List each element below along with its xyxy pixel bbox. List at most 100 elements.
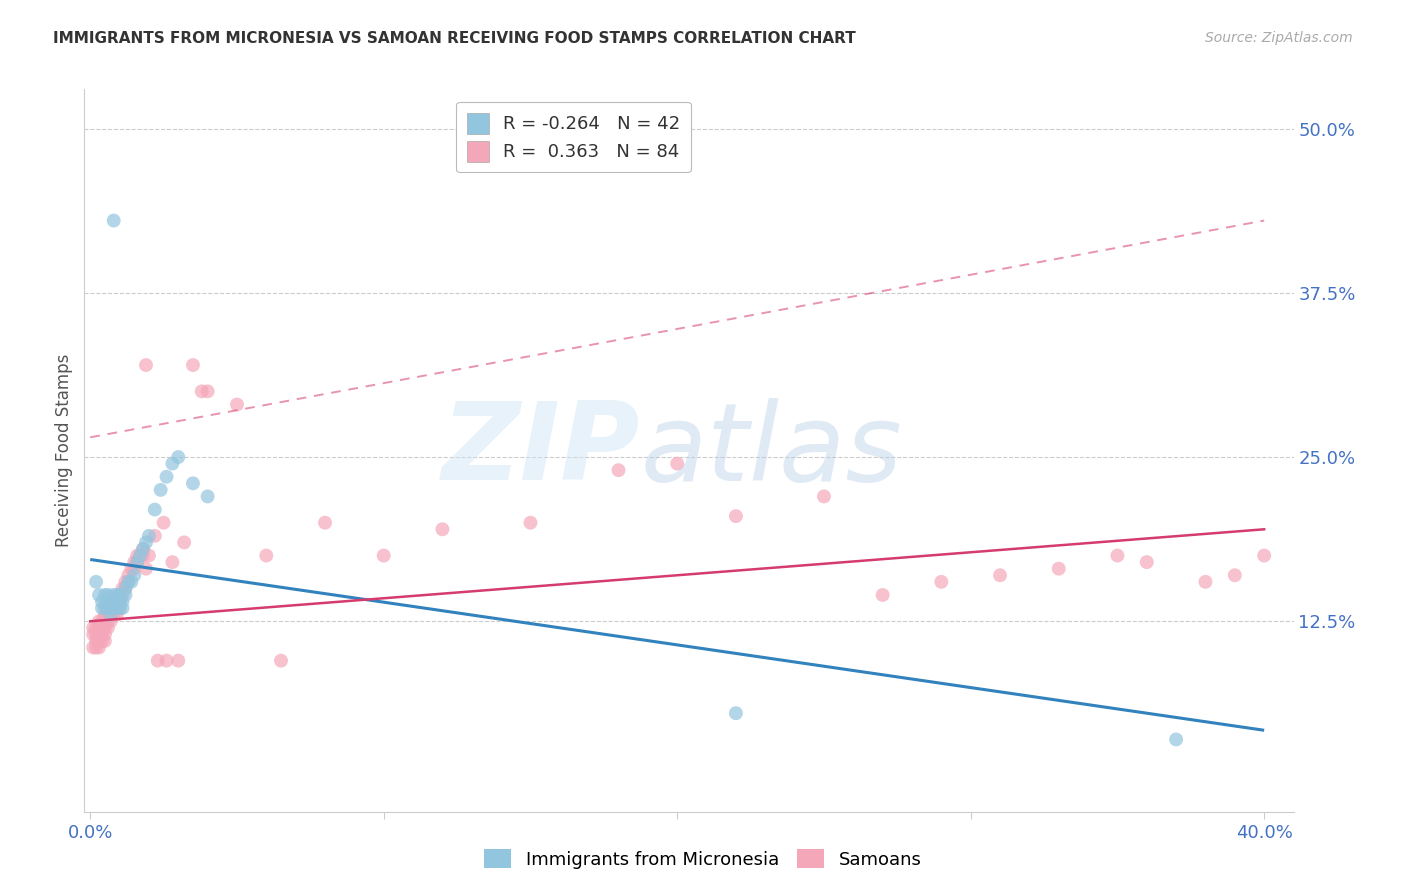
Point — [97, 621, 120, 635]
Point — [97, 588, 120, 602]
Point — [724, 706, 747, 721]
Point — [519, 516, 541, 530]
Point — [103, 594, 125, 608]
Point — [122, 568, 145, 582]
Point — [103, 601, 125, 615]
Text: IMMIGRANTS FROM MICRONESIA VS SAMOAN RECEIVING FOOD STAMPS CORRELATION CHART: IMMIGRANTS FROM MICRONESIA VS SAMOAN REC… — [53, 31, 856, 46]
Point — [117, 568, 139, 582]
Point — [138, 549, 160, 563]
Point — [108, 601, 131, 615]
Point — [122, 562, 145, 576]
Point — [105, 607, 128, 622]
Point — [82, 627, 104, 641]
Point — [432, 522, 454, 536]
Legend: R = -0.264   N = 42, R =  0.363   N = 84: R = -0.264 N = 42, R = 0.363 N = 84 — [456, 102, 690, 172]
Point — [103, 588, 125, 602]
Point — [103, 607, 125, 622]
Point — [149, 483, 172, 497]
Point — [100, 601, 122, 615]
Point — [91, 594, 114, 608]
Point — [167, 450, 190, 464]
Point — [1223, 568, 1246, 582]
Point — [117, 574, 139, 589]
Point — [120, 574, 142, 589]
Text: Source: ZipAtlas.com: Source: ZipAtlas.com — [1205, 31, 1353, 45]
Point — [155, 654, 177, 668]
Text: atlas: atlas — [641, 398, 903, 503]
Point — [108, 594, 131, 608]
Point — [97, 594, 120, 608]
Point — [100, 601, 122, 615]
Point — [1166, 732, 1188, 747]
Point — [607, 463, 630, 477]
Point — [132, 549, 155, 563]
Point — [82, 621, 104, 635]
Point — [120, 562, 142, 576]
Point — [84, 574, 107, 589]
Point — [314, 516, 336, 530]
Point — [162, 555, 184, 569]
Point — [87, 640, 110, 655]
Point — [94, 634, 117, 648]
Point — [105, 601, 128, 615]
Point — [114, 582, 136, 596]
Point — [84, 621, 107, 635]
Point — [1253, 549, 1275, 563]
Point — [138, 529, 160, 543]
Point — [97, 601, 120, 615]
Point — [103, 594, 125, 608]
Point — [135, 535, 157, 549]
Point — [114, 588, 136, 602]
Point — [100, 614, 122, 628]
Point — [91, 601, 114, 615]
Point — [143, 502, 166, 516]
Point — [84, 627, 107, 641]
Point — [103, 213, 125, 227]
Point — [105, 588, 128, 602]
Point — [988, 568, 1011, 582]
Point — [143, 529, 166, 543]
Point — [111, 601, 134, 615]
Point — [132, 541, 155, 556]
Point — [87, 621, 110, 635]
Point — [97, 614, 120, 628]
Point — [129, 549, 152, 563]
Text: ZIP: ZIP — [443, 398, 641, 503]
Point — [87, 588, 110, 602]
Point — [724, 509, 747, 524]
Point — [181, 358, 204, 372]
Point — [94, 614, 117, 628]
Point — [127, 555, 149, 569]
Point — [91, 614, 114, 628]
Point — [100, 607, 122, 622]
Point — [87, 634, 110, 648]
Point — [197, 384, 219, 399]
Y-axis label: Receiving Food Stamps: Receiving Food Stamps — [55, 354, 73, 547]
Point — [94, 621, 117, 635]
Point — [152, 516, 174, 530]
Point — [105, 594, 128, 608]
Point — [94, 588, 117, 602]
Point — [167, 654, 190, 668]
Legend: Immigrants from Micronesia, Samoans: Immigrants from Micronesia, Samoans — [477, 842, 929, 876]
Point — [132, 541, 155, 556]
Point — [1107, 549, 1129, 563]
Point — [226, 397, 249, 411]
Point — [114, 574, 136, 589]
Point — [813, 490, 835, 504]
Point — [108, 588, 131, 602]
Point — [84, 634, 107, 648]
Point — [87, 614, 110, 628]
Point — [82, 640, 104, 655]
Point — [91, 634, 114, 648]
Point — [1047, 562, 1070, 576]
Point — [100, 594, 122, 608]
Point — [127, 549, 149, 563]
Point — [373, 549, 395, 563]
Point — [94, 601, 117, 615]
Point — [105, 601, 128, 615]
Point — [931, 574, 953, 589]
Point — [162, 457, 184, 471]
Point — [181, 476, 204, 491]
Point — [97, 607, 120, 622]
